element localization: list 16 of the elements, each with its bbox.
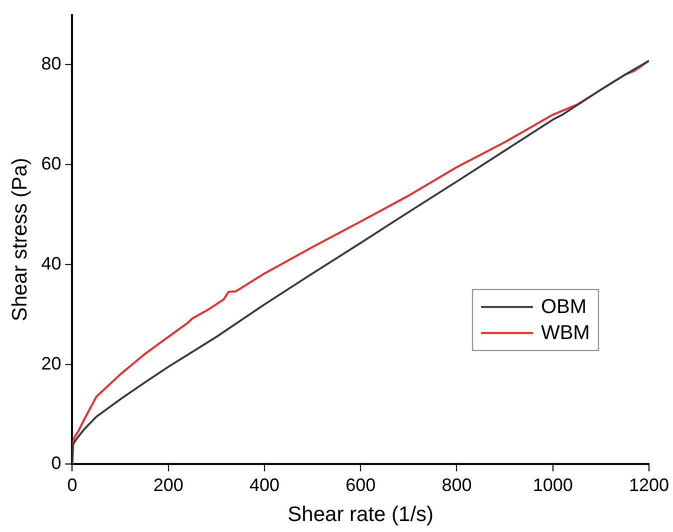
y-tick-label: 40 <box>41 253 62 274</box>
y-tick-label: 60 <box>41 154 62 174</box>
y-tick-label: 80 <box>41 54 62 74</box>
x-tick-label: 800 <box>442 474 472 495</box>
x-tick-label: 600 <box>346 474 376 495</box>
legend-label: WBM <box>540 321 590 346</box>
x-tick-label: 200 <box>153 474 184 495</box>
x-tick-label: 400 <box>249 474 280 495</box>
x-tick-label: 0 <box>67 474 78 495</box>
x-tick-label: 1200 <box>628 474 669 495</box>
x-tick-label: 1000 <box>532 474 573 495</box>
y-tick-label: 20 <box>41 353 62 374</box>
legend-label: OBM <box>540 295 587 320</box>
x-axis-title: Shear rate (1/s) <box>288 503 434 526</box>
y-tick-label: 0 <box>51 453 62 474</box>
y-axis-title: Shear stress (Pa) <box>8 158 32 322</box>
